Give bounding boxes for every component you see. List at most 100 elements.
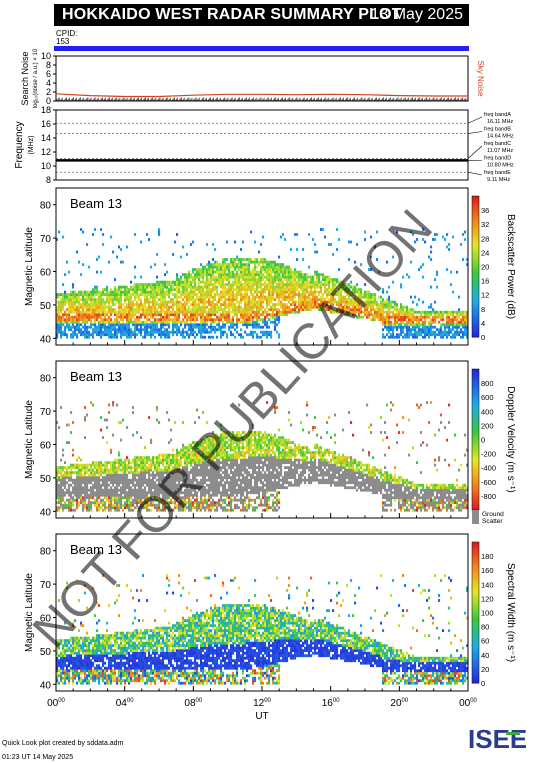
heat-cell [104,506,107,510]
heat-cell [280,270,283,274]
heat-cell [118,451,121,455]
heat-cell [142,478,145,482]
heat-cell [262,275,265,279]
heat-cell [242,258,245,261]
heat-cell [174,496,177,500]
heat-cell [450,335,453,339]
heat-cell [84,325,87,329]
heat-cell [418,315,421,319]
heat-cell [364,308,367,312]
heat-cell [366,293,369,297]
heat-cell [56,488,59,492]
heat-cell [150,498,153,502]
heat-cell [350,290,353,294]
heat-cell [124,503,127,507]
heat-cell [190,333,193,337]
heat-cell [186,330,189,334]
heat-cell [322,295,325,299]
heat-cell [230,275,233,279]
heat-cell [394,320,397,324]
heat-cell [264,310,267,314]
heat-cell [224,313,227,317]
heat-cell [442,235,445,239]
heat-cell [152,283,155,287]
heat-cell [70,468,73,472]
heat-cell [192,476,195,480]
heat-cell [380,295,383,299]
heat-cell [190,275,193,279]
heat-cell [164,503,167,507]
heat-cell [80,488,83,492]
heat-cell [144,333,147,337]
heat-cell [194,468,197,472]
heat-cell [182,446,185,450]
heat-cell [182,451,185,455]
heat-cell [264,295,267,299]
heat-cell [206,315,209,319]
heat-cell [128,313,131,317]
heat-cell [188,473,191,477]
heat-cell [242,288,245,292]
heat-cell [232,265,235,269]
heat-cell [292,280,295,284]
heat-cell [120,421,123,424]
heat-cell [144,501,147,505]
heat-cell [224,303,227,307]
heat-cell [250,305,253,309]
heat-cell [224,285,227,289]
heat-cell [388,310,391,314]
heat-cell [150,325,153,329]
heat-cell [224,323,227,327]
heat-cell [140,471,143,475]
heat-cell [408,325,411,329]
heat-cell [104,288,107,292]
heat-cell [112,295,115,299]
heat-cell [218,318,221,322]
heat-cell [260,313,263,317]
heat-cell [94,498,97,502]
heat-cell [420,328,423,332]
heat-cell [146,233,149,236]
heat-cell [260,303,263,307]
heat-cell [130,305,133,309]
heat-cell [56,238,59,241]
heat-cell [188,328,191,332]
heat-cell [294,275,297,279]
heat-cell [130,508,133,512]
heat-cell [130,506,133,510]
heat-cell [310,303,313,307]
heat-cell [200,290,203,294]
heat-cell [188,458,191,462]
heat-cell [154,298,157,302]
heat-cell [230,260,233,264]
heat-cell [86,413,89,417]
heat-cell [110,295,113,299]
heat-cell [446,325,449,329]
heat-cell [384,315,387,319]
heat-cell [282,298,285,302]
heat-cell [100,473,103,477]
heat-cell [138,466,141,470]
heat-cell [194,293,197,297]
heat-cell [174,501,177,505]
heat-cell [68,501,71,505]
heat-cell [102,508,105,512]
heat-cell [112,325,115,329]
heat-cell [192,310,195,314]
heat-cell [434,325,437,329]
heat-cell [388,323,391,327]
heat-cell [184,323,187,327]
heat-cell [324,305,327,309]
heat-cell [138,478,141,482]
heat-cell [240,308,243,312]
heat-cell [60,305,63,309]
heat-cell [162,481,165,485]
heat-cell [162,453,165,457]
heat-cell [282,303,285,307]
heat-cell [230,305,233,309]
heat-cell [216,310,219,314]
heat-cell [62,468,65,472]
heat-cell [250,318,253,322]
heat-cell [412,315,415,319]
heat-cell [86,333,89,337]
